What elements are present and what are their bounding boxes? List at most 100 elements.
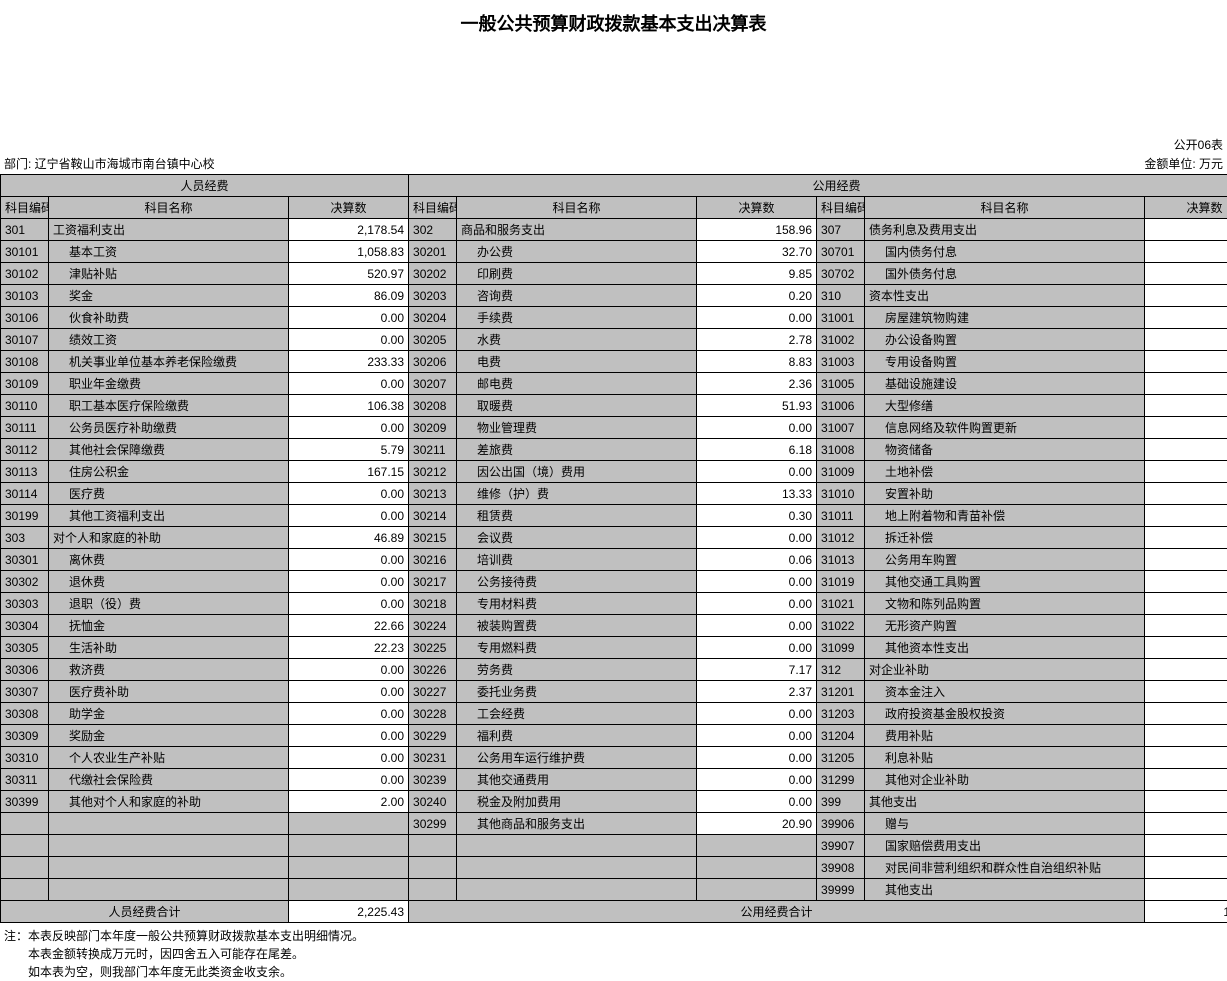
cell-amount: 9.85 — [697, 263, 817, 285]
cell-code: 31003 — [817, 351, 865, 373]
cell-code: 30231 — [409, 747, 457, 769]
cell-name: 离休费 — [49, 549, 289, 571]
cell-code: 301 — [1, 219, 49, 241]
table-row: 30305生活补助22.2330225专用燃料费0.0031099其他资本性支出… — [1, 637, 1227, 659]
header-name: 科目名称 — [49, 197, 289, 219]
cell-amount: 0.00 — [697, 571, 817, 593]
cell-code: 30310 — [1, 747, 49, 769]
cell-code: 30212 — [409, 461, 457, 483]
cell-name: 退职（役）费 — [49, 593, 289, 615]
cell-code — [1, 813, 49, 835]
cell-name: 资本性支出 — [865, 285, 1145, 307]
table-row: 30113住房公积金167.1530212因公出国（境）费用0.0031009土… — [1, 461, 1227, 483]
cell-code: 30107 — [1, 329, 49, 351]
cell-code: 310 — [817, 285, 865, 307]
table-row: 30102津贴补贴520.9730202印刷费9.8530702国外债务付息0.… — [1, 263, 1227, 285]
cell-code: 30201 — [409, 241, 457, 263]
table-row: 30309奖励金0.0030229福利费0.0031204费用补贴0.00 — [1, 725, 1227, 747]
unit-label: 金额单位: 万元 — [1144, 155, 1223, 172]
cell-amount — [289, 879, 409, 901]
table-row: 30299其他商品和服务支出20.9039906赠与0.00 — [1, 813, 1227, 835]
cell-amount: 0.00 — [697, 417, 817, 439]
cell-amount: 0.00 — [697, 747, 817, 769]
cell-code: 303 — [1, 527, 49, 549]
cell-code: 30213 — [409, 483, 457, 505]
cell-name: 印刷费 — [457, 263, 697, 285]
cell-name: 绩效工资 — [49, 329, 289, 351]
cell-code: 30308 — [1, 703, 49, 725]
cell-name: 电费 — [457, 351, 697, 373]
table-row: 30308助学金0.0030228工会经费0.0031203政府投资基金股权投资… — [1, 703, 1227, 725]
cell-amount: 0.00 — [1145, 615, 1227, 637]
cell-code: 30114 — [1, 483, 49, 505]
cell-code: 30102 — [1, 263, 49, 285]
cell-code: 30216 — [409, 549, 457, 571]
cell-amount: 2.00 — [289, 791, 409, 813]
cell-name: 其他对企业补助 — [865, 769, 1145, 791]
cell-code: 31005 — [817, 373, 865, 395]
note-line: 注：本表反映部门本年度一般公共预算财政拨款基本支出明细情况。 — [4, 927, 1223, 945]
cell-name: 邮电费 — [457, 373, 697, 395]
cell-code: 30103 — [1, 285, 49, 307]
cell-amount: 2.36 — [697, 373, 817, 395]
header-code: 科目编码 — [817, 197, 865, 219]
dept-label: 部门: 辽宁省鞍山市海城市南台镇中心校 — [4, 155, 215, 172]
subtotal-personnel-label: 人员经费合计 — [1, 901, 289, 923]
cell-code: 31099 — [817, 637, 865, 659]
cell-name: 基本工资 — [49, 241, 289, 263]
cell-name: 咨询费 — [457, 285, 697, 307]
cell-amount: 6.18 — [697, 439, 817, 461]
cell-name: 工会经费 — [457, 703, 697, 725]
header-group-personnel: 人员经费 — [1, 175, 409, 197]
table-body: 301工资福利支出2,178.54302商品和服务支出158.96307债务利息… — [1, 219, 1227, 923]
cell-amount: 0.00 — [289, 659, 409, 681]
table-row: 30108机关事业单位基本养老保险缴费233.3330206电费8.833100… — [1, 351, 1227, 373]
cell-amount: 7.17 — [697, 659, 817, 681]
cell-name: 工资福利支出 — [49, 219, 289, 241]
cell-amount: 0.00 — [697, 637, 817, 659]
cell-code: 30111 — [1, 417, 49, 439]
cell-name: 公务用车运行维护费 — [457, 747, 697, 769]
cell-code: 30304 — [1, 615, 49, 637]
header-name: 科目名称 — [865, 197, 1145, 219]
cell-name: 抚恤金 — [49, 615, 289, 637]
table-row: 39907国家赔偿费用支出0.00 — [1, 835, 1227, 857]
cell-name: 差旅费 — [457, 439, 697, 461]
cell-name — [49, 835, 289, 857]
cell-code: 30108 — [1, 351, 49, 373]
header-amt: 决算数 — [289, 197, 409, 219]
cell-name: 其他工资福利支出 — [49, 505, 289, 527]
cell-name: 税金及附加费用 — [457, 791, 697, 813]
note-line: 如本表为空，则我部门本年度无此类资金收支余。 — [4, 963, 1223, 981]
cell-code — [1, 879, 49, 901]
cell-amount: 0.00 — [1145, 483, 1227, 505]
cell-code: 30205 — [409, 329, 457, 351]
cell-name: 其他交通工具购置 — [865, 571, 1145, 593]
cell-code: 30207 — [409, 373, 457, 395]
table-row: 30109职业年金缴费0.0030207邮电费2.3631005基础设施建设0.… — [1, 373, 1227, 395]
cell-code — [409, 835, 457, 857]
cell-name: 医疗费补助 — [49, 681, 289, 703]
cell-name: 基础设施建设 — [865, 373, 1145, 395]
cell-code: 31204 — [817, 725, 865, 747]
cell-name — [49, 857, 289, 879]
cell-amount: 0.00 — [1145, 527, 1227, 549]
cell-amount: 0.00 — [1145, 241, 1227, 263]
cell-amount: 0.00 — [1145, 703, 1227, 725]
cell-name: 利息补贴 — [865, 747, 1145, 769]
subtotal-public-amount: 160.09 — [1145, 901, 1227, 923]
cell-name: 房屋建筑物购建 — [865, 307, 1145, 329]
cell-name: 物资储备 — [865, 439, 1145, 461]
cell-amount: 0.00 — [1145, 747, 1227, 769]
cell-name: 其他支出 — [865, 879, 1145, 901]
cell-code: 30399 — [1, 791, 49, 813]
cell-code: 30701 — [817, 241, 865, 263]
cell-amount: 20.90 — [697, 813, 817, 835]
spacer — [0, 46, 1227, 136]
cell-name: 对民间非营利组织和群众性自治组织补贴 — [865, 857, 1145, 879]
budget-table: 人员经费 公用经费 科目编码 科目名称 决算数 科目编码 科目名称 决算数 科目… — [0, 174, 1227, 923]
cell-name: 其他支出 — [865, 791, 1145, 813]
table-row: 30302退休费0.0030217公务接待费0.0031019其他交通工具购置0… — [1, 571, 1227, 593]
cell-amount: 0.00 — [697, 527, 817, 549]
cell-amount: 0.00 — [697, 461, 817, 483]
